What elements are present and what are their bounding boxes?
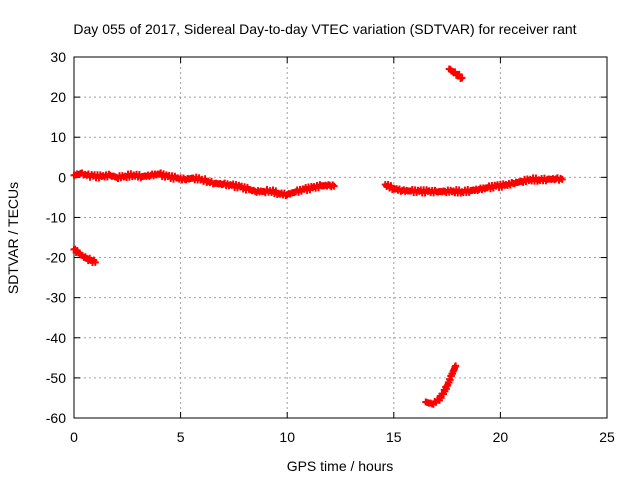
y-tick-label: -30	[46, 290, 66, 306]
plot-frame	[73, 56, 608, 419]
data-point	[91, 258, 99, 266]
y-tick-label: -60	[46, 410, 66, 426]
axis-ticks: 0 5 10 15 20 25 -60 -50 -40 -30 -20 -10 0 10 20 30	[46, 49, 615, 445]
data-point	[330, 182, 338, 190]
chart-title: Day 055 of 2017, Sidereal Day-to-day VTE…	[73, 21, 576, 37]
y-tick-label: -50	[46, 370, 66, 386]
plot-border	[73, 56, 608, 419]
data-points	[70, 65, 566, 408]
x-tick-label: 0	[70, 429, 78, 445]
y-tick-label: -20	[46, 250, 66, 266]
x-tick-label: 20	[493, 429, 509, 445]
y-tick-label: -40	[46, 330, 66, 346]
x-tick-label: 5	[177, 429, 185, 445]
x-tick-label: 15	[386, 429, 402, 445]
y-tick-label: 10	[50, 129, 66, 145]
data-point	[452, 362, 460, 370]
x-tick-label: 25	[599, 429, 615, 445]
y-axis-label: SDTVAR / TECUs	[5, 182, 21, 294]
y-tick-label: 30	[50, 49, 66, 65]
y-tick-label: 0	[58, 169, 66, 185]
x-tick-label: 10	[279, 429, 295, 445]
data-point	[458, 74, 466, 82]
gridlines	[74, 57, 607, 418]
y-tick-label: -10	[46, 209, 66, 225]
x-axis-label: GPS time / hours	[287, 458, 394, 474]
y-tick-label: 20	[50, 89, 66, 105]
data-point	[558, 175, 566, 183]
